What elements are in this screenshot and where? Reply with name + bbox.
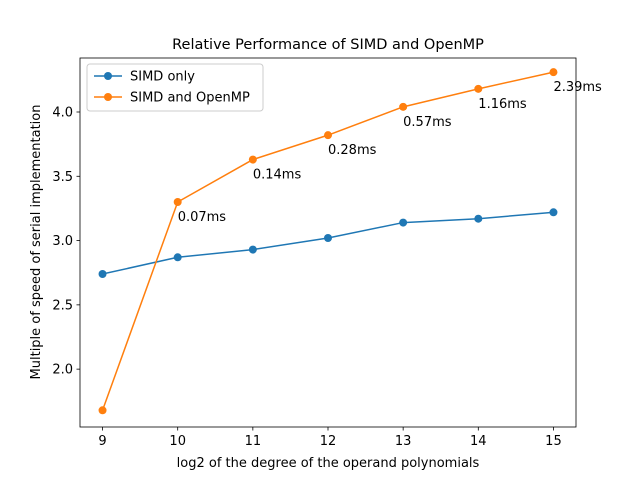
y-tick-label: 3.0 xyxy=(52,234,73,249)
legend-box xyxy=(86,63,264,112)
x-tick-label: 11 xyxy=(245,434,262,449)
x-tick-label: 13 xyxy=(395,434,412,449)
y-tick-label: 4.0 xyxy=(52,106,73,121)
x-tick-label: 12 xyxy=(320,434,337,449)
y-tick-label: 3.5 xyxy=(52,170,73,185)
series-1-point xyxy=(399,218,408,227)
x-tick-label: 10 xyxy=(169,434,186,449)
series-2-point xyxy=(98,406,107,415)
series-2-point xyxy=(549,68,558,77)
y-tick-label: 2.0 xyxy=(52,363,73,378)
data-annotation: 2.39ms xyxy=(553,80,602,95)
series-2-point xyxy=(248,155,257,164)
legend-label-2: SIMD and OpenMP xyxy=(130,91,250,106)
plot-area: 9 10 11 12 13 14 15 2.0 2.5 3.0 3.5 4.0 0.07ms 0.14ms… xyxy=(52,57,602,449)
legend-label-1: SIMD only xyxy=(130,70,195,85)
series-1-point xyxy=(98,270,107,278)
y-axis-title: Multiple of speed of serial implementati… xyxy=(29,105,44,380)
series-2-point xyxy=(324,131,332,140)
x-axis-title: log2 of the degree of the operand polyno… xyxy=(177,456,480,471)
data-annotation: 0.14ms xyxy=(253,168,302,183)
series-2-point xyxy=(474,84,483,93)
series-2-point xyxy=(399,102,408,111)
series-2-point xyxy=(173,198,182,206)
series-1-point xyxy=(173,253,182,262)
series-1-point xyxy=(248,245,257,254)
data-annotation: 0.28ms xyxy=(328,143,377,158)
x-tick-label: 14 xyxy=(470,434,487,449)
series-1-point xyxy=(324,234,332,242)
chart-title: Relative Performance of SIMD and OpenMP xyxy=(172,37,484,53)
data-annotation: 0.57ms xyxy=(403,115,452,130)
data-annotation: 1.16ms xyxy=(478,97,527,112)
series-1-point xyxy=(474,214,483,223)
legend-marker-2 xyxy=(104,93,112,101)
x-tick-label: 9 xyxy=(98,434,106,449)
data-annotation: 0.07ms xyxy=(178,210,227,225)
y-tick-label: 2.5 xyxy=(52,298,73,313)
series-1-point xyxy=(549,208,558,217)
legend-marker-1 xyxy=(104,72,112,80)
x-tick-label: 15 xyxy=(545,434,562,449)
